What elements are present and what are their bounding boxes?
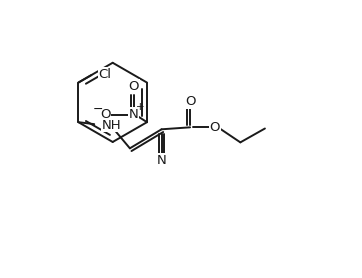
Text: O: O <box>185 95 195 108</box>
Text: NH: NH <box>101 119 121 132</box>
Text: Cl: Cl <box>98 68 111 81</box>
Text: −: − <box>92 103 103 116</box>
Text: O: O <box>100 108 111 121</box>
Text: N: N <box>129 108 139 121</box>
Text: O: O <box>129 80 139 93</box>
Text: O: O <box>209 121 220 134</box>
Text: +: + <box>136 102 144 112</box>
Text: N: N <box>157 154 167 167</box>
